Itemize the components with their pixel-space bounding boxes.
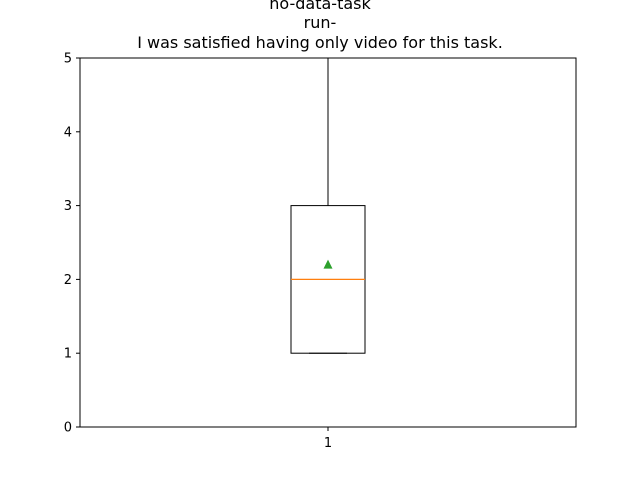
y-tick-label-4: 4: [64, 125, 72, 140]
y-tick-label-1: 1: [64, 347, 72, 362]
x-tick-label-1: 1: [324, 436, 332, 451]
y-tick-label-3: 3: [64, 199, 72, 214]
y-tick-label-0: 0: [64, 421, 72, 436]
mean-marker: [324, 260, 333, 269]
y-tick-label-2: 2: [64, 273, 72, 288]
plot-marks: [291, 58, 365, 353]
axes: 0 1 2 3 4 5 1: [64, 52, 576, 452]
y-tick-label-5: 5: [64, 52, 72, 67]
